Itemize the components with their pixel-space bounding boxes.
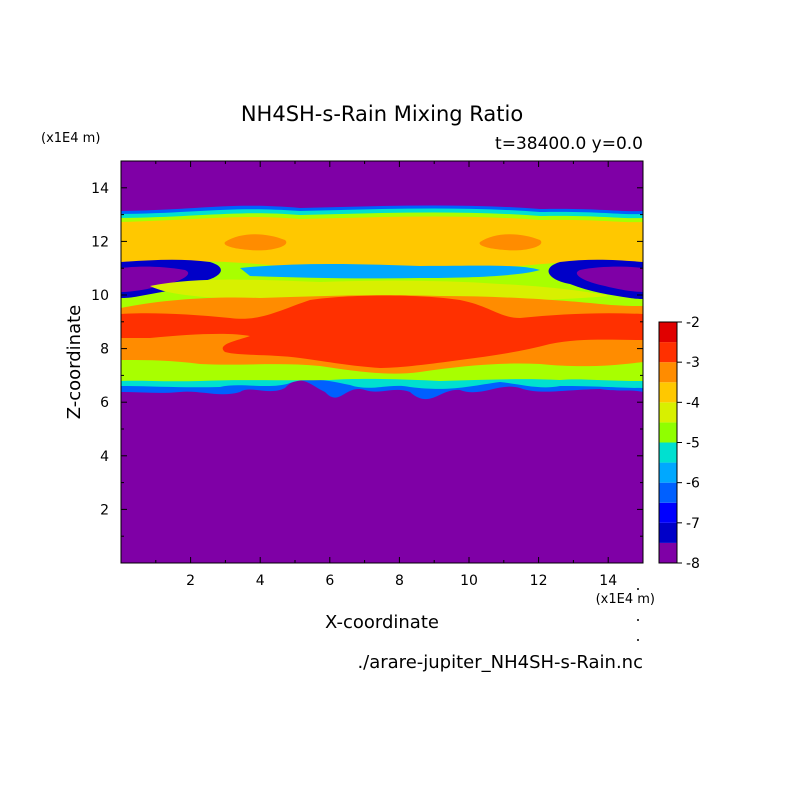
x-axis: 2 4 6 8 10 12 14 — [155, 161, 617, 589]
contour-core-upper-right — [479, 234, 542, 251]
colorbar: -2 -3 -4 -5 -6 -7 -8 — [658, 315, 700, 572]
x-axis-label: X-coordinate — [325, 612, 439, 633]
colorbar-segment — [659, 502, 677, 523]
x-tick-label: 12 — [530, 573, 548, 589]
colorbar-tick-label: -6 — [686, 476, 700, 492]
contour-plot-area — [121, 161, 643, 563]
x-tick-label: 6 — [325, 573, 334, 589]
colorbar-tick-label: -3 — [686, 355, 700, 371]
marker-dot — [637, 639, 639, 641]
chart-title: NH4SH-s-Rain Mixing Ratio — [241, 102, 523, 126]
chart-subtitle: t=38400.0 y=0.0 — [495, 134, 643, 154]
contour-filament-center — [240, 264, 540, 279]
x-tick-label: 14 — [599, 573, 617, 589]
marker-dot — [637, 588, 639, 590]
colorbar-tick-label: -5 — [686, 436, 700, 452]
marker-dot — [637, 619, 639, 621]
y-axis-unit: (x1E4 m) — [41, 131, 100, 146]
colorbar-segment — [659, 542, 677, 563]
contour-core-lower — [121, 295, 643, 368]
colorbar-segment — [659, 442, 677, 463]
colorbar-segment — [659, 362, 677, 383]
x-tick-label: 2 — [186, 573, 195, 589]
x-tick-label: 4 — [256, 573, 265, 589]
source-filename: ./arare-jupiter_NH4SH-s-Rain.nc — [357, 652, 643, 673]
y-tick-label: 12 — [91, 234, 109, 250]
y-tick-label: 8 — [100, 342, 109, 358]
y-axis: 2 4 6 8 10 12 14 — [91, 181, 643, 537]
contour-band-upper-yellow — [121, 216, 643, 270]
colorbar-tick-label: -2 — [686, 315, 700, 331]
colorbar-tick-label: -4 — [686, 395, 700, 411]
colorbar-segment — [659, 522, 677, 543]
colorbar-segment — [659, 342, 677, 363]
y-tick-label: 14 — [91, 181, 109, 197]
colorbar-segment — [659, 482, 677, 503]
x-tick-label: 10 — [460, 573, 478, 589]
y-tick-label: 10 — [91, 288, 109, 304]
colorbar-segment — [659, 322, 677, 343]
contour-band-middle-yellow — [150, 279, 610, 302]
contour-filament-left-inner — [121, 266, 189, 292]
contour-filament-right-inner — [576, 266, 643, 292]
colorbar-segment — [659, 422, 677, 443]
colorbar-segment — [659, 382, 677, 403]
colorbar-tick-label: -8 — [686, 556, 700, 572]
x-axis-unit: (x1E4 m) — [596, 592, 655, 607]
colorbar-segment — [659, 402, 677, 423]
x-tick-label: 8 — [395, 573, 404, 589]
plot-frame — [120, 160, 644, 564]
colorbar-segment — [659, 462, 677, 483]
y-tick-label: 4 — [100, 449, 109, 465]
colorbar-tick-label: -7 — [686, 516, 700, 532]
y-axis-label: Z-coordinate — [64, 305, 85, 420]
contour-core-upper-left — [224, 234, 287, 251]
y-tick-label: 2 — [100, 502, 109, 518]
y-tick-label: 6 — [100, 395, 109, 411]
